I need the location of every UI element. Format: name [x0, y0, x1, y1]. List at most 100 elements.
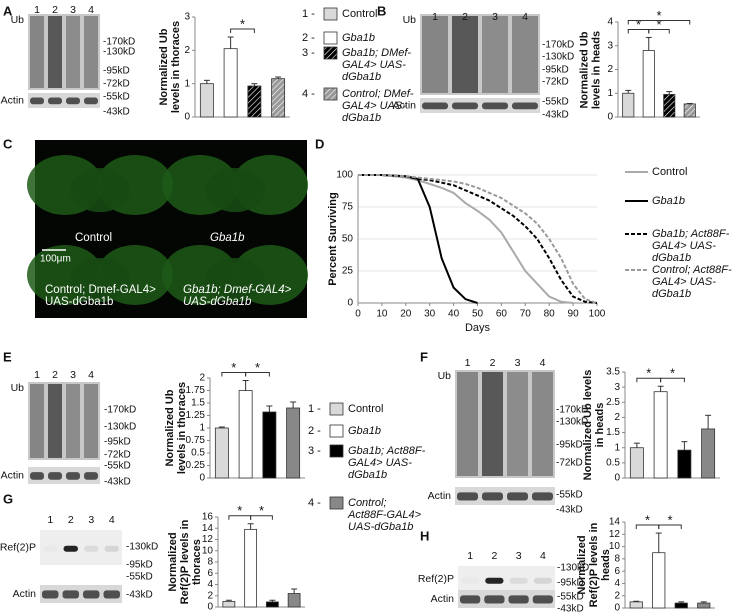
actin-band	[83, 590, 100, 599]
lane-label: 4	[88, 369, 94, 381]
bar	[663, 94, 676, 118]
error-bar	[678, 601, 685, 604]
blot-band	[485, 577, 504, 584]
survival-line	[358, 174, 574, 304]
actin-band	[484, 595, 505, 604]
y-tick-label: 0	[614, 473, 620, 484]
bar	[265, 601, 279, 608]
actin-band	[460, 595, 481, 604]
y-tick-label: 0	[207, 602, 213, 613]
actin-band	[30, 472, 44, 480]
y-axis-label: Normalized Ub levels in thoraces	[158, 20, 182, 114]
significance-label: *	[255, 360, 260, 375]
blot-row-label: Actin	[13, 588, 37, 600]
legend-label: Control	[342, 8, 378, 20]
legend-label: Gba1b; DMef-GAL4> UAS-dGba1b	[342, 47, 412, 83]
blot-lane	[84, 384, 98, 458]
actin-background	[458, 590, 555, 608]
significance-label: *	[259, 503, 264, 518]
lane-label: 3	[88, 514, 94, 526]
blot-lane	[482, 16, 508, 93]
actin-band	[66, 97, 80, 105]
actin-band	[84, 97, 98, 105]
lane-label: 1	[34, 369, 40, 381]
bar	[629, 601, 643, 609]
bar	[287, 593, 301, 608]
size-marker: -72kD	[556, 458, 583, 469]
error-bar	[633, 600, 640, 602]
error-bar	[242, 380, 249, 391]
significance-bracket	[627, 19, 691, 25]
y-tick-label: 2.5	[606, 397, 620, 408]
legend-label: Control; Act88F-GAL4> UAS-dGba1b	[652, 264, 732, 300]
bar	[701, 428, 716, 479]
bar	[271, 78, 286, 118]
y-tick-label: 0	[347, 298, 353, 309]
error-bar	[645, 36, 652, 51]
size-marker: -43kD	[542, 110, 569, 121]
blot-lane	[66, 16, 80, 88]
size-marker: -43kD	[103, 107, 130, 118]
bar	[262, 411, 277, 479]
y-tick-label: 3.5	[606, 367, 620, 378]
y-tick-label: 0.25	[186, 460, 206, 471]
blot-row-label: Ref(2)P	[0, 541, 36, 553]
y-tick-label: 1	[614, 442, 620, 453]
lane-label: 3	[70, 369, 76, 381]
x-tick-label: 20	[400, 309, 412, 320]
size-marker: -130kD	[103, 47, 135, 58]
legend-label: Control	[348, 403, 384, 415]
actin-background	[40, 585, 122, 603]
y-tick-label: 4	[614, 578, 620, 589]
actin-band	[48, 472, 62, 480]
y-axis-label: Normalized Ub levels in thoraces	[164, 381, 188, 475]
y-tick-label: 8	[207, 557, 213, 568]
significance-bracket	[660, 377, 685, 383]
legend-label: Gba1b	[652, 195, 686, 207]
legend-swatch	[329, 424, 344, 438]
y-tick-label: 0.75	[186, 435, 206, 446]
error-bar	[625, 89, 632, 94]
significance-label: *	[237, 503, 242, 518]
bar	[222, 600, 236, 608]
legend-key: 2 -	[308, 425, 321, 437]
y-tick-label: 2	[614, 412, 620, 423]
blot-lane	[532, 372, 553, 476]
legend-label: Gba1b	[348, 425, 382, 437]
legend-swatch	[323, 7, 338, 21]
blot-band	[63, 545, 78, 552]
bar	[247, 85, 262, 118]
blot-row-label: Ub	[403, 14, 417, 26]
y-tick-label: 6	[207, 568, 213, 579]
blot-lane	[84, 16, 98, 88]
blot-row-label: Ub	[438, 370, 452, 382]
actin-band	[42, 590, 59, 599]
actin-band	[48, 97, 62, 105]
y-tick-label: 100	[336, 170, 353, 181]
x-tick-label: 40	[448, 309, 460, 320]
actin-band	[62, 590, 79, 599]
lane-label: 4	[522, 11, 528, 23]
error-bar	[218, 426, 225, 428]
size-marker: -130kD	[126, 542, 158, 553]
bar	[674, 602, 688, 609]
bar	[238, 390, 253, 479]
error-bar	[251, 83, 258, 86]
blot-lane	[66, 384, 80, 458]
bar	[629, 447, 644, 479]
legend-key: 4 -	[302, 88, 315, 100]
blot-lane	[422, 16, 448, 93]
y-tick-label: 8	[614, 553, 620, 564]
size-marker: -170kD	[542, 40, 574, 51]
blot-lane	[507, 372, 528, 476]
legend-swatch	[323, 46, 338, 60]
blot-lane	[30, 16, 44, 88]
size-marker: -95kD	[104, 437, 131, 448]
y-tick-label: 14	[202, 523, 214, 534]
x-tick-label: 10	[376, 309, 388, 320]
actin-band	[482, 492, 503, 501]
error-bar	[290, 401, 297, 408]
legend-key: 3 -	[302, 47, 315, 59]
lane-label: 1	[47, 514, 53, 526]
size-marker: -43kD	[104, 477, 131, 488]
